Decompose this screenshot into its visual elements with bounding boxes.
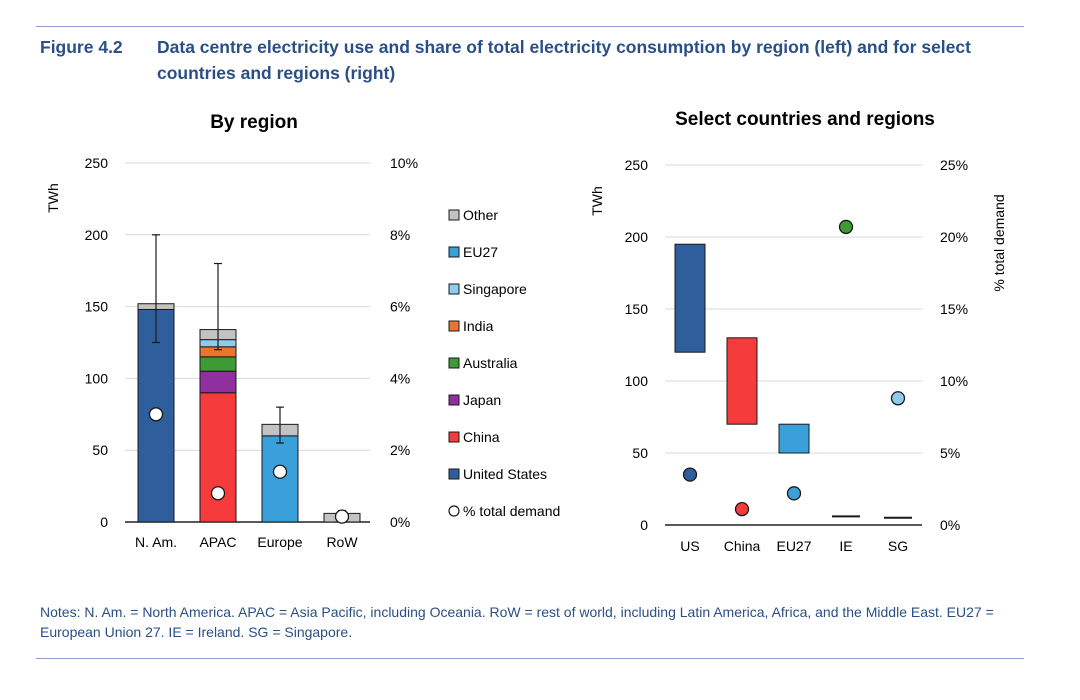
left-y2-tick-label: 8% bbox=[390, 227, 410, 243]
legend-swatch-australia bbox=[448, 357, 460, 369]
left-x-tick-label: RoW bbox=[326, 534, 358, 550]
bar-segment-apac-china bbox=[199, 392, 237, 523]
right-y-tick-label: 100 bbox=[625, 373, 649, 389]
right-y-tick-label: 150 bbox=[625, 301, 649, 317]
right-y-tick-label: 250 bbox=[625, 157, 649, 173]
bar-segment-apac-australia bbox=[199, 356, 237, 372]
legend-label-total-demand: % total demand bbox=[463, 503, 560, 519]
right-x-tick-label: US bbox=[680, 538, 699, 554]
figure-notes: Notes: N. Am. = North America. APAC = As… bbox=[40, 604, 994, 640]
right-x-tick-label: EU27 bbox=[776, 538, 811, 554]
bar-segment-apac-japan bbox=[199, 370, 237, 394]
left-x-tick-label: N. Am. bbox=[135, 534, 177, 550]
right-y-tick-label: 50 bbox=[632, 445, 648, 461]
legend-label-singapore: Singapore bbox=[463, 281, 527, 297]
range-bar-us bbox=[674, 243, 706, 353]
pct-demand-marker-ie bbox=[838, 219, 854, 235]
right-y2-tick-label: 20% bbox=[940, 229, 968, 245]
left-x-tick-label: APAC bbox=[199, 534, 236, 550]
figure-number: Figure 4.2 bbox=[40, 37, 123, 57]
legend-label-japan: Japan bbox=[463, 392, 501, 408]
legend-label-china: China bbox=[463, 429, 500, 445]
left-y2-tick-label: 6% bbox=[390, 299, 410, 315]
left-y-tick-label: 0 bbox=[100, 514, 108, 530]
right-chart-title: Select countries and regions bbox=[675, 109, 935, 130]
legend-swatch-china bbox=[448, 431, 460, 443]
pct-demand-marker-apac bbox=[210, 486, 226, 501]
left-y-tick-label: 50 bbox=[92, 442, 108, 458]
right-x-tick-label: SG bbox=[888, 538, 908, 554]
legend-label-eu27: EU27 bbox=[463, 244, 498, 260]
left-chart-by-region: By region TWh 250 10% 200 8% 150 6% 100 4% 50 2% 0… bbox=[45, 112, 560, 550]
right-y2-tick-label: 5% bbox=[940, 445, 960, 461]
left-y2-tick-label: 0% bbox=[390, 514, 410, 530]
left-y-tick-label: 250 bbox=[85, 155, 109, 171]
top-rule bbox=[36, 26, 1024, 27]
pct-demand-marker-china bbox=[734, 502, 750, 517]
range-bar-eu27 bbox=[778, 423, 810, 454]
legend-swatch-singapore bbox=[448, 283, 460, 295]
left-y2-tick-label: 2% bbox=[390, 442, 410, 458]
left-y2-tick-label: 10% bbox=[390, 155, 418, 171]
pct-demand-marker-row bbox=[334, 509, 350, 524]
left-y-tick-label: 100 bbox=[85, 370, 109, 386]
pct-demand-marker-eu27 bbox=[786, 486, 802, 501]
right-y2-tick-label: 15% bbox=[940, 301, 968, 317]
right-y-tick-label: 200 bbox=[625, 229, 649, 245]
legend-swatch-other bbox=[448, 209, 460, 221]
right-y2-tick-label: 10% bbox=[940, 373, 968, 389]
pct-demand-marker-europe bbox=[272, 464, 288, 479]
legend-label-other: Other bbox=[463, 207, 498, 223]
left-x-tick-label: Europe bbox=[257, 534, 302, 550]
legend-label-united-states: United States bbox=[463, 466, 547, 482]
figure-title-text: Data centre electricity use and share of… bbox=[157, 37, 971, 83]
bar-segment-europe-eu27 bbox=[261, 435, 299, 523]
right-x-tick-label: China bbox=[724, 538, 761, 554]
legend-swatch-united-states bbox=[448, 468, 460, 480]
right-y-tick-label: 0 bbox=[640, 517, 648, 533]
pct-demand-marker-n-am bbox=[148, 407, 164, 422]
legend-swatch-eu27 bbox=[448, 246, 460, 258]
right-y2-axis-label: % total demand bbox=[991, 194, 1007, 291]
bottom-rule bbox=[36, 658, 1024, 659]
right-y2-tick-label: 0% bbox=[940, 517, 960, 533]
legend-marker-total-demand bbox=[448, 505, 460, 517]
pct-demand-marker-us bbox=[682, 467, 698, 482]
left-y-tick-label: 200 bbox=[85, 227, 109, 243]
left-y2-tick-label: 4% bbox=[390, 370, 410, 386]
left-y-axis-label: TWh bbox=[45, 183, 61, 213]
left-y-tick-label: 150 bbox=[85, 299, 109, 315]
pct-demand-marker-sg bbox=[890, 391, 906, 406]
left-chart-title: By region bbox=[210, 112, 298, 133]
legend-swatch-india bbox=[448, 320, 460, 332]
range-bar-china bbox=[726, 337, 758, 425]
legend-swatch-japan bbox=[448, 394, 460, 406]
right-y-axis-label: TWh bbox=[589, 186, 605, 216]
right-x-tick-label: IE bbox=[839, 538, 852, 554]
right-y2-tick-label: 25% bbox=[940, 157, 968, 173]
legend-label-india: India bbox=[463, 318, 494, 334]
right-chart-select-countries: Select countries and regions TWh % total… bbox=[589, 109, 1007, 554]
legend-label-australia: Australia bbox=[463, 355, 518, 371]
